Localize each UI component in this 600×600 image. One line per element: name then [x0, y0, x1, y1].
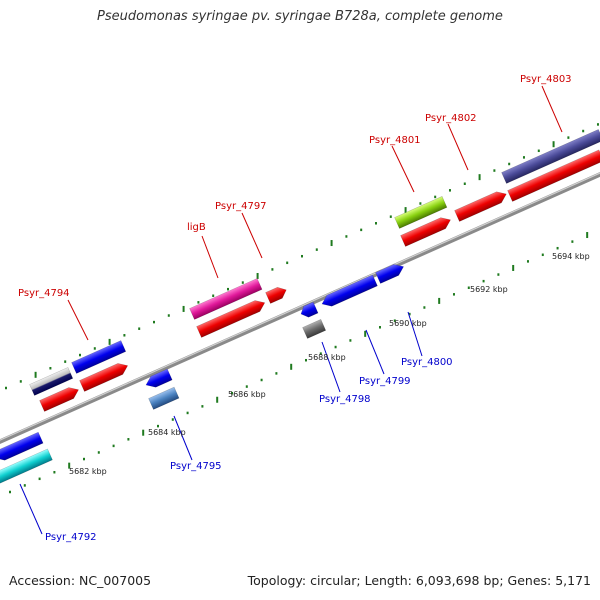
gene-bar-psyr-4797[interactable]: [265, 284, 289, 304]
gene-bar-ligB[interactable]: [189, 278, 263, 320]
gene-label-psyr-4798[interactable]: Psyr_4798: [319, 394, 371, 405]
gene-bar-psyr-4802[interactable]: [454, 189, 509, 222]
gene-bar-psyr-4795-b[interactable]: [148, 386, 180, 410]
gene-label-psyr-4797[interactable]: Psyr_4797: [215, 201, 267, 212]
gene-label-psyr-4802[interactable]: Psyr_4802: [425, 113, 477, 124]
leader-psyr-4803: [541, 85, 563, 133]
gene-bar-psyr-4801[interactable]: [394, 196, 448, 229]
gene-bar-psyr-4795[interactable]: [144, 368, 173, 391]
kbp-labels: 5682 kbp 5684 kbp 5686 kbp 5688 kbp 5690 kbp…: [69, 252, 590, 476]
gene-label-psyr-4792[interactable]: Psyr_4792: [45, 532, 97, 543]
kbp-label: 5688 kbp: [308, 353, 346, 362]
leader-psyr-4794: [67, 299, 89, 341]
kbp-label: 5690 kbp: [389, 319, 427, 328]
leader-psyr-4799: [365, 329, 385, 375]
kbp-label: 5682 kbp: [69, 467, 107, 476]
gene-bar-psyr-4792[interactable]: [0, 448, 53, 484]
leader-psyr-4801: [391, 145, 415, 193]
gene-label-psyr-4800[interactable]: Psyr_4800: [401, 357, 453, 368]
accession-text: Accession: NC_007005: [9, 573, 152, 588]
genome-summary-text: Topology: circular; Length: 6,093,698 bp…: [247, 573, 591, 588]
gene-bar-psyr-4793[interactable]: [39, 384, 81, 412]
leader-psyr-4795: [173, 415, 193, 461]
gene-label-psyr-4794[interactable]: Psyr_4794: [18, 288, 70, 299]
gene-bar-psyr-4797-a[interactable]: [196, 297, 268, 338]
gene-bar-silver[interactable]: [29, 367, 74, 396]
gene-bar-psyr-4794[interactable]: [71, 340, 127, 374]
genome-backbone-highlight: [0, 172, 600, 441]
gene-label-psyr-4795[interactable]: Psyr_4795: [170, 461, 222, 472]
leader-psyr-4798: [321, 341, 341, 393]
gene-labels: Psyr_4792 Psyr_4794 Psyr_4795 ligB Psyr_4797…: [18, 74, 572, 543]
gene-bar-psyr-4799[interactable]: [320, 274, 378, 310]
map-title: Pseudomonas syringae pv. syringae B728a,…: [97, 9, 503, 24]
leader-psyr-4792: [19, 483, 43, 535]
gene-features: [0, 129, 600, 484]
kbp-label: 5694 kbp: [552, 252, 590, 261]
genome-backbone: [0, 171, 600, 445]
kbp-label: 5686 kbp: [228, 390, 266, 399]
leader-psyr-4802: [447, 123, 469, 171]
gene-bar-psyr-4798[interactable]: [302, 319, 327, 339]
label-leader-lines: [19, 85, 563, 535]
gene-label-psyr-4801[interactable]: Psyr_4801: [369, 135, 421, 146]
gene-label-psyr-4799[interactable]: Psyr_4799: [359, 376, 411, 387]
gene-label-psyr-4803[interactable]: Psyr_4803: [520, 74, 572, 85]
kbp-label: 5692 kbp: [470, 285, 508, 294]
gene-bar-psyr-4792-a[interactable]: [0, 431, 44, 463]
leader-psyr-4797: [241, 212, 263, 259]
gene-bar-psyr-4803[interactable]: [501, 129, 600, 184]
gene-bar-psyr-4803-b[interactable]: [507, 149, 600, 202]
leader-ligB: [201, 235, 219, 279]
kbp-label: 5684 kbp: [148, 428, 186, 437]
forward-tick-row: [5, 123, 599, 390]
reverse-tick-row: [9, 232, 589, 494]
gene-bar-psyr-4801-b[interactable]: [400, 214, 453, 247]
gene-label-ligb[interactable]: ligB: [187, 222, 206, 233]
gene-bar-psyr-4794-b[interactable]: [79, 360, 131, 392]
gene-bar-psyr-4800[interactable]: [375, 261, 406, 284]
leader-psyr-4800: [407, 311, 423, 357]
gene-bar-psyr-4798-a[interactable]: [299, 301, 319, 319]
